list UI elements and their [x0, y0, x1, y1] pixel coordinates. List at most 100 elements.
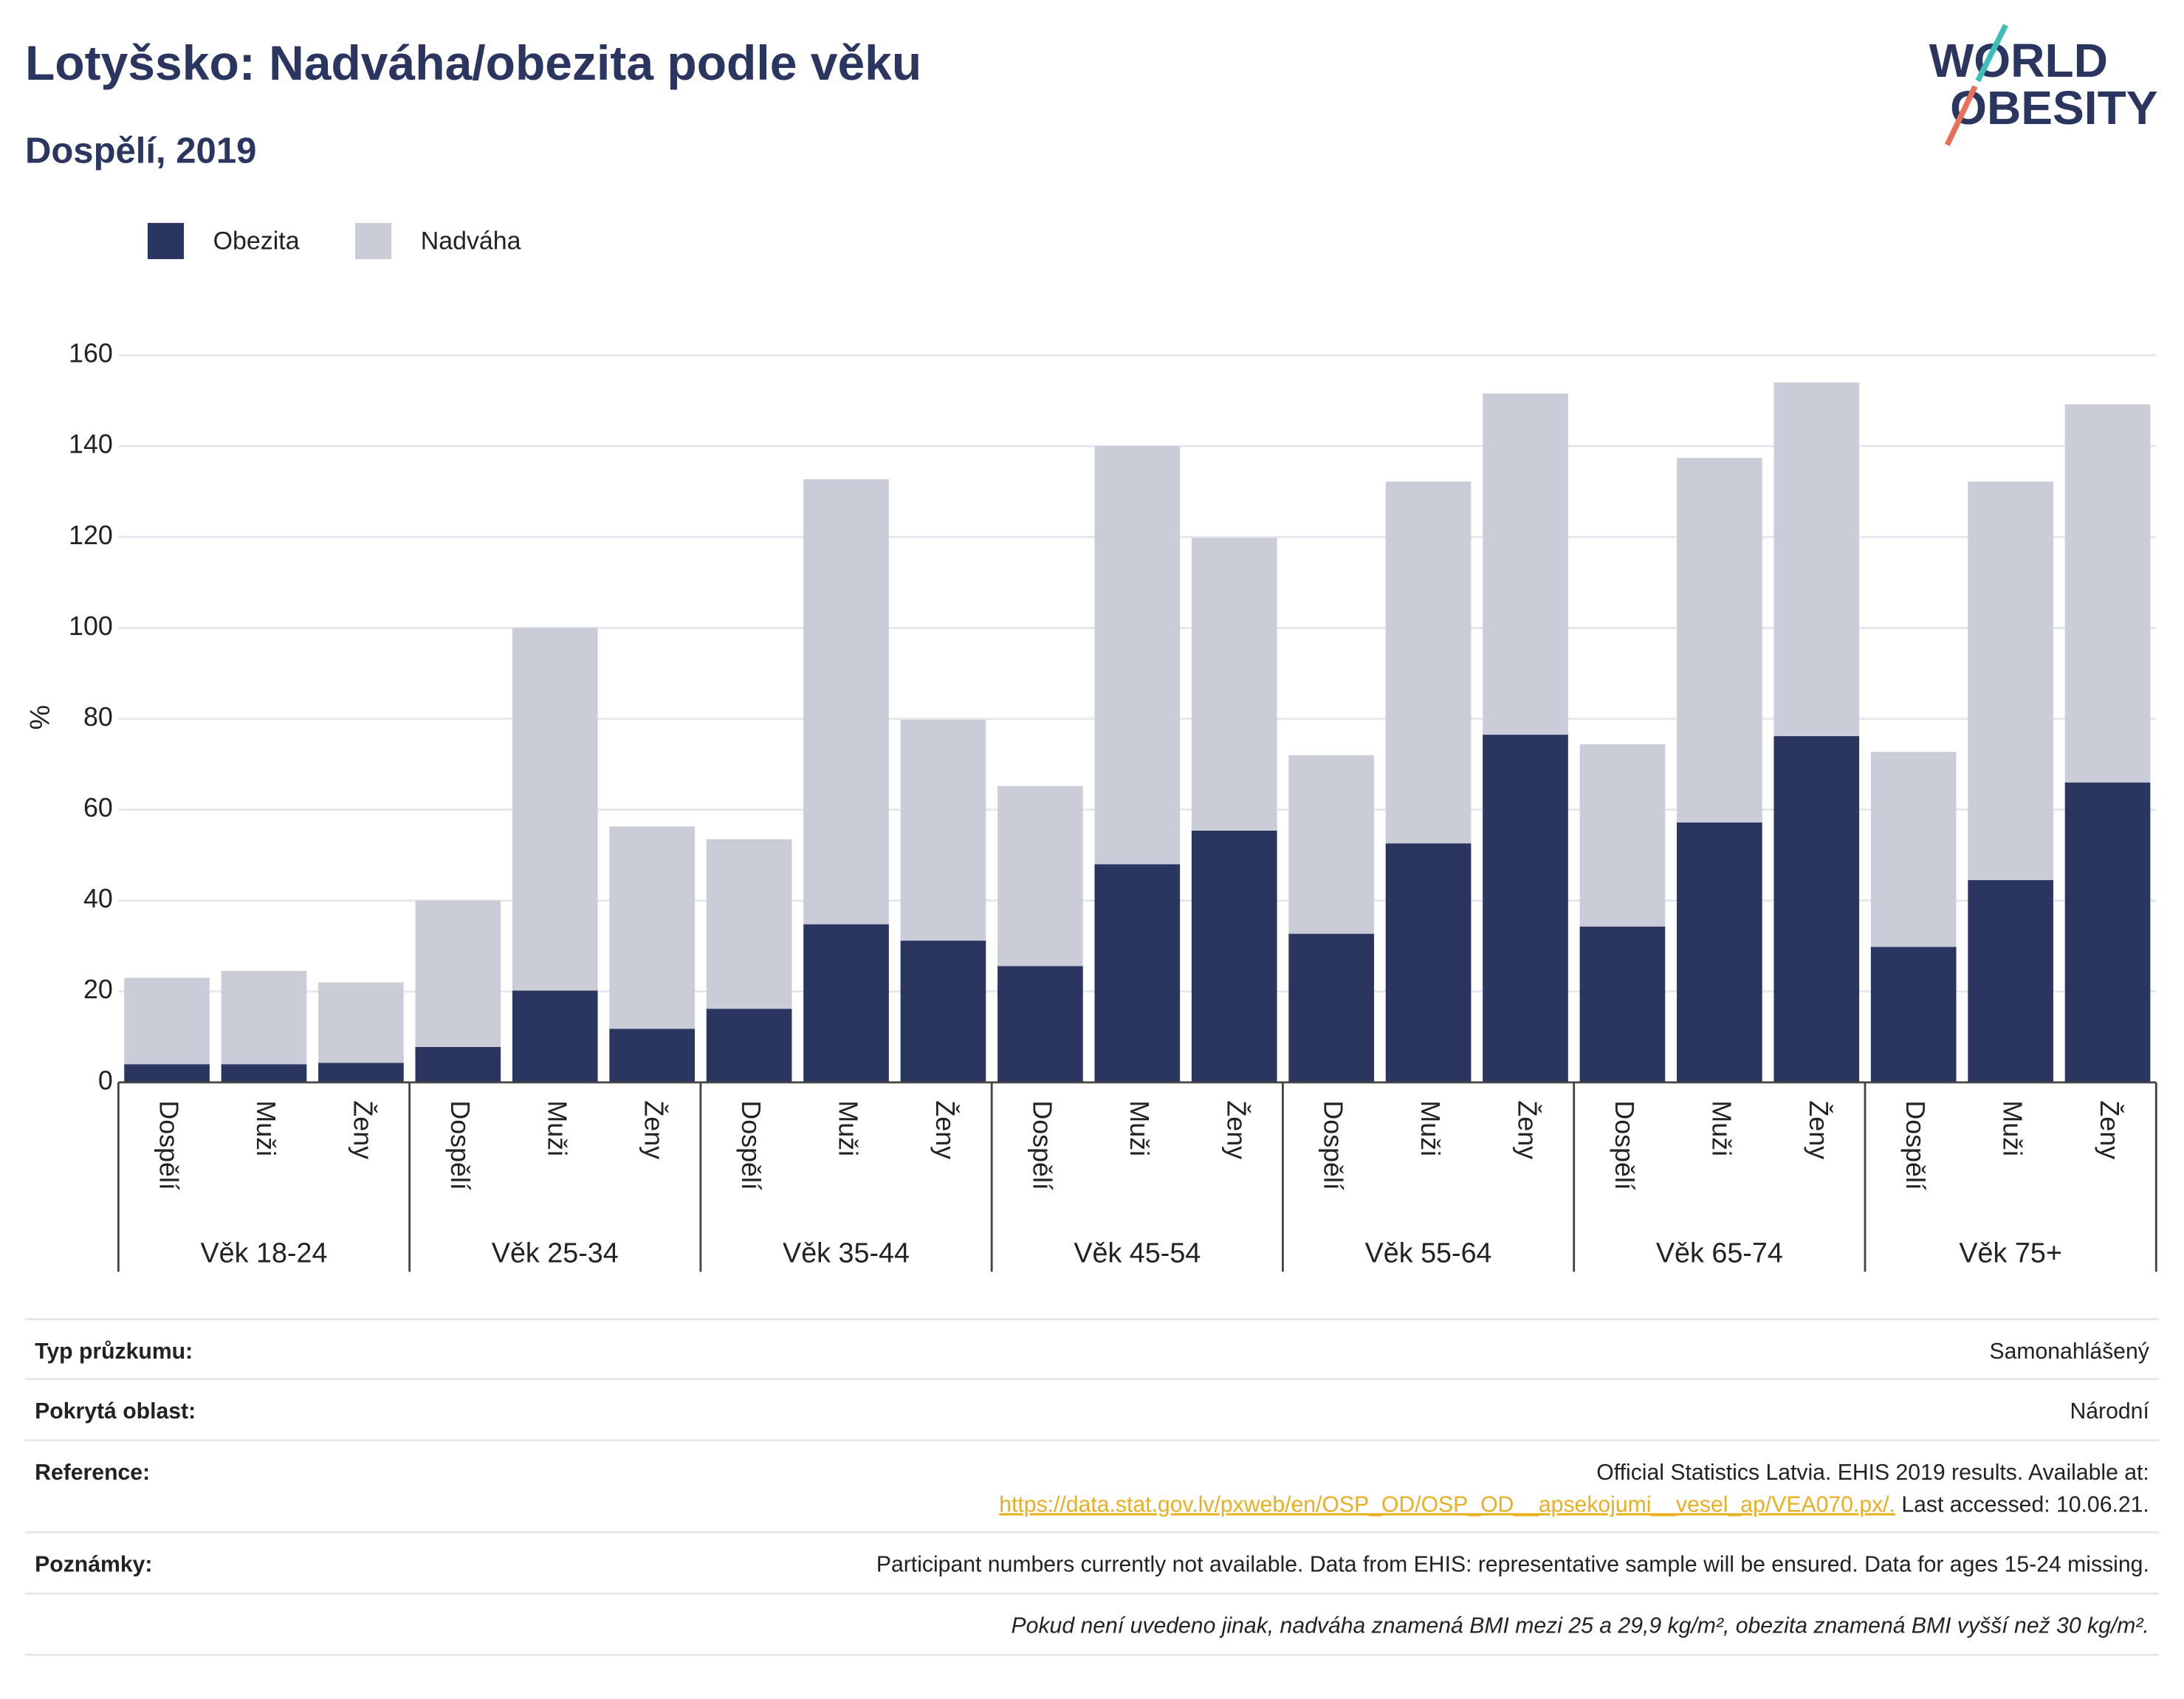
bar-segment — [1968, 879, 2053, 1082]
bar-segment — [1677, 822, 1762, 1082]
bar-segment — [1483, 393, 1568, 735]
bar-segment — [609, 1029, 696, 1082]
x-tick-label: Ženy — [348, 1100, 377, 1159]
x-tick-label: Ženy — [930, 1100, 960, 1159]
bar-segment — [512, 990, 598, 1082]
legend-label: Obezita — [213, 227, 300, 255]
logo-slash — [1975, 24, 2008, 83]
bar-segment — [1968, 481, 2053, 880]
bar-segment — [415, 900, 501, 1047]
bar-segment — [1870, 752, 1957, 947]
x-tick-label: Dospělí — [154, 1100, 184, 1190]
reference-link[interactable]: https://data.stat.gov.lv/pxweb/en/OSP_OD… — [999, 1492, 1895, 1517]
bar-segment — [415, 1046, 501, 1082]
bar-segment — [1677, 458, 1762, 823]
bar-segment — [900, 719, 986, 941]
bar-segment — [318, 982, 404, 1063]
row-value-line: https://data.stat.gov.lv/pxweb/en/OSP_OD… — [999, 1492, 2149, 1517]
bar-segment — [1773, 735, 1860, 1082]
x-tick-label: Dospělí — [1900, 1100, 1930, 1190]
x-tick-label: Dospělí — [445, 1100, 475, 1190]
row-value: Národní — [2070, 1399, 2149, 1424]
bar-segment — [609, 826, 696, 1029]
bar-segment — [997, 966, 1083, 1082]
x-tick-label: Dospělí — [1319, 1100, 1348, 1190]
y-tick-label: 140 — [69, 430, 113, 459]
bar-segment — [1191, 538, 1277, 831]
x-tick-label: Muži — [251, 1100, 281, 1156]
bar-segment — [221, 1064, 307, 1082]
row-value: Official Statistics Latvia. EHIS 2019 re… — [1596, 1461, 2149, 1485]
y-tick-label: 160 — [69, 339, 113, 368]
bar-segment — [1579, 926, 1666, 1082]
bar-segment — [318, 1063, 404, 1082]
y-tick-label: 0 — [98, 1065, 113, 1095]
x-tick-label: Dospělí — [736, 1100, 766, 1190]
bar-segment — [1870, 947, 1957, 1082]
group-label: Věk 35-44 — [783, 1238, 910, 1269]
chart-title: Lotyšsko: Nadváha/obezita podle věku — [25, 35, 921, 90]
bar-segment — [1288, 755, 1374, 934]
bar-segment — [803, 479, 889, 924]
row-value: Samonahlášený — [1989, 1339, 2149, 1364]
logo-line: OBESITY — [1950, 81, 2157, 134]
x-tick-label: Muži — [1998, 1100, 2027, 1156]
bar-segment — [1579, 744, 1666, 927]
x-tick-label: Muži — [834, 1100, 863, 1156]
x-tick-label: Ženy — [1804, 1100, 1833, 1159]
y-axis-label: % — [24, 705, 55, 730]
bar-segment — [2064, 782, 2151, 1082]
bar-segment — [221, 971, 307, 1065]
bar-segment — [706, 839, 792, 1009]
x-tick-label: Ženy — [1513, 1100, 1542, 1159]
bar-segment — [124, 978, 210, 1065]
x-tick-label: Muži — [1124, 1100, 1154, 1156]
bar-segment — [1094, 446, 1181, 865]
bar-segment — [124, 1064, 210, 1082]
bar-segment — [1288, 933, 1374, 1082]
row-value-tail: Last accessed: 10.06.21. — [1901, 1492, 2149, 1517]
row-label: Poznámky: — [35, 1552, 152, 1576]
bar-segment — [1094, 864, 1181, 1082]
bar-segment — [1385, 843, 1472, 1082]
bar-segment — [1483, 735, 1568, 1082]
row-label: Pokrytá oblast: — [35, 1399, 196, 1424]
y-tick-label: 40 — [83, 884, 113, 913]
bar-segment — [900, 940, 986, 1082]
x-tick-label: Muži — [1706, 1100, 1736, 1156]
bar-segment — [1191, 830, 1277, 1082]
x-tick-label: Ženy — [2095, 1100, 2124, 1159]
y-tick-label: 80 — [83, 702, 113, 732]
legend-swatch — [355, 222, 392, 259]
bar-segment — [1385, 481, 1472, 844]
bar-segment — [512, 628, 598, 991]
bar-segment — [2064, 404, 2151, 783]
bar-segment — [803, 924, 889, 1082]
group-label: Věk 75+ — [1959, 1238, 2061, 1269]
bar-segment — [706, 1009, 792, 1082]
footnote: Pokud není uvedeno jinak, nadváha znamen… — [1012, 1613, 2149, 1638]
bar-segment — [997, 786, 1083, 967]
x-tick-label: Muži — [542, 1100, 571, 1156]
bar-segment — [1773, 382, 1860, 736]
row-label: Reference: — [35, 1461, 150, 1485]
logo-slash — [1944, 85, 1978, 146]
y-tick-label: 120 — [69, 521, 113, 550]
group-label: Věk 55-64 — [1365, 1238, 1492, 1269]
logo-line: WORLD — [1929, 34, 2108, 87]
chart-subtitle: Dospělí, 2019 — [25, 131, 256, 171]
x-tick-label: Dospělí — [1027, 1100, 1057, 1190]
group-label: Věk 18-24 — [201, 1238, 328, 1269]
group-label: Věk 45-54 — [1074, 1238, 1201, 1269]
x-tick-label: Ženy — [639, 1100, 669, 1159]
group-label: Věk 25-34 — [492, 1238, 619, 1269]
x-tick-label: Dospělí — [1610, 1100, 1639, 1190]
row-label: Typ průzkumu: — [35, 1339, 193, 1364]
x-tick-label: Ženy — [1221, 1100, 1251, 1159]
y-tick-label: 60 — [83, 793, 113, 823]
row-value: Participant numbers currently not availa… — [876, 1552, 2149, 1576]
y-tick-label: 100 — [69, 611, 113, 641]
group-label: Věk 65-74 — [1656, 1238, 1783, 1269]
x-tick-label: Muži — [1415, 1100, 1445, 1156]
